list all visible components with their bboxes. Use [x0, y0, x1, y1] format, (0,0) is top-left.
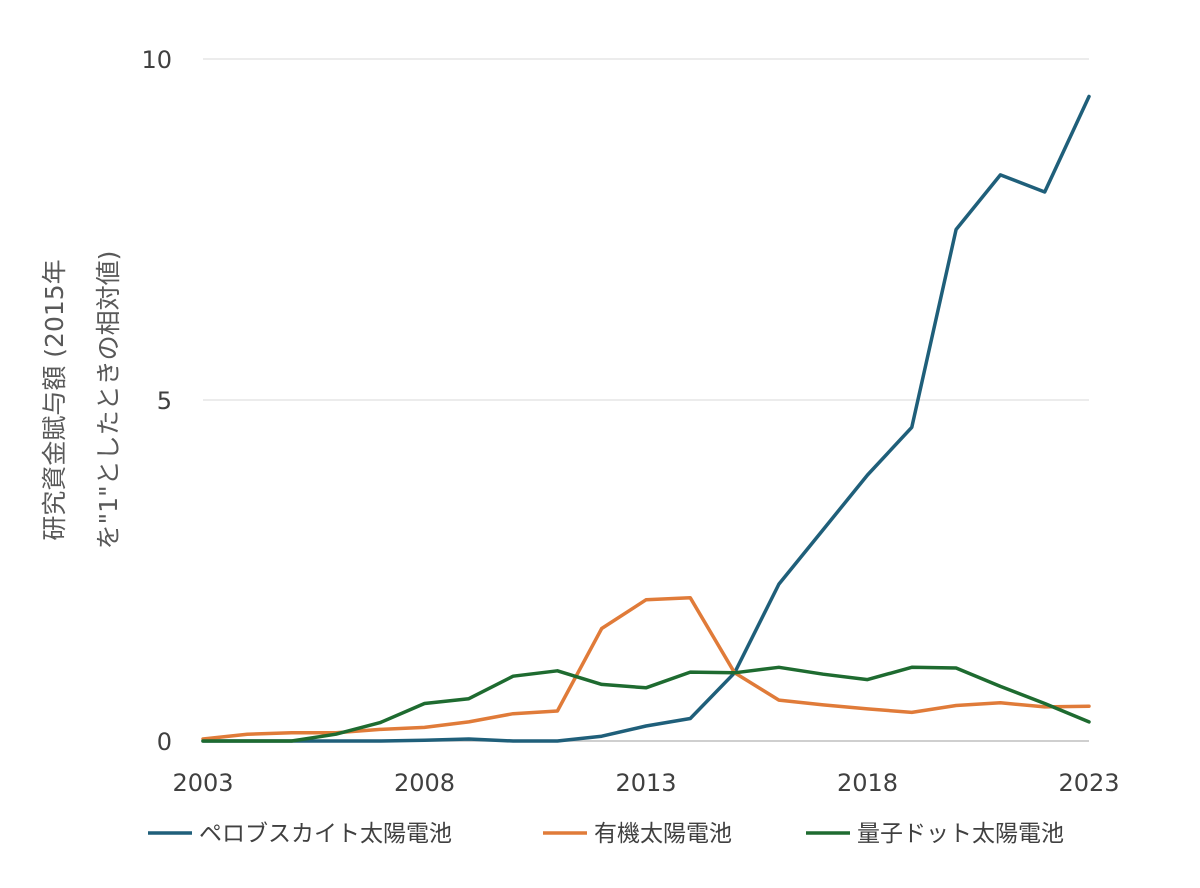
legend-label: ペロブスカイト太陽電池: [199, 821, 452, 847]
y-axis-label-line-1: 研究資金賦与額 (2015年: [40, 259, 69, 540]
series-line-2: [201, 665, 1091, 743]
y-tick-label: 0: [157, 728, 172, 756]
legend-label: 有機太陽電池: [594, 821, 732, 847]
x-tick-label: 2018: [837, 769, 898, 797]
x-tick-label: 2008: [394, 769, 455, 797]
y-axis-label: 研究資金賦与額 (2015年 を"1"としたときの相対値): [40, 251, 123, 550]
y-axis-ticks: 0 5 10: [141, 46, 172, 756]
legend-item-2: 量子ドット太陽電池: [806, 821, 1064, 847]
y-tick-label: 5: [157, 387, 172, 415]
legend-item-0: ペロブスカイト太陽電池: [148, 821, 452, 847]
x-axis-ticks: 2003 2008 2013 2018 2023: [172, 769, 1119, 797]
x-tick-label: 2023: [1058, 769, 1119, 797]
legend-label: 量子ドット太陽電池: [857, 821, 1064, 847]
series-line-0: [201, 94, 1091, 743]
y-tick-label: 10: [141, 46, 172, 74]
legend: ペロブスカイト太陽電池 有機太陽電池 量子ドット太陽電池: [148, 821, 1064, 847]
series-lines: [201, 94, 1091, 743]
gridlines: [203, 58, 1089, 742]
x-tick-label: 2013: [615, 769, 676, 797]
x-tick-label: 2003: [172, 769, 233, 797]
y-axis-label-line-2: を"1"としたときの相対値): [94, 251, 123, 550]
legend-item-1: 有機太陽電池: [543, 821, 732, 847]
